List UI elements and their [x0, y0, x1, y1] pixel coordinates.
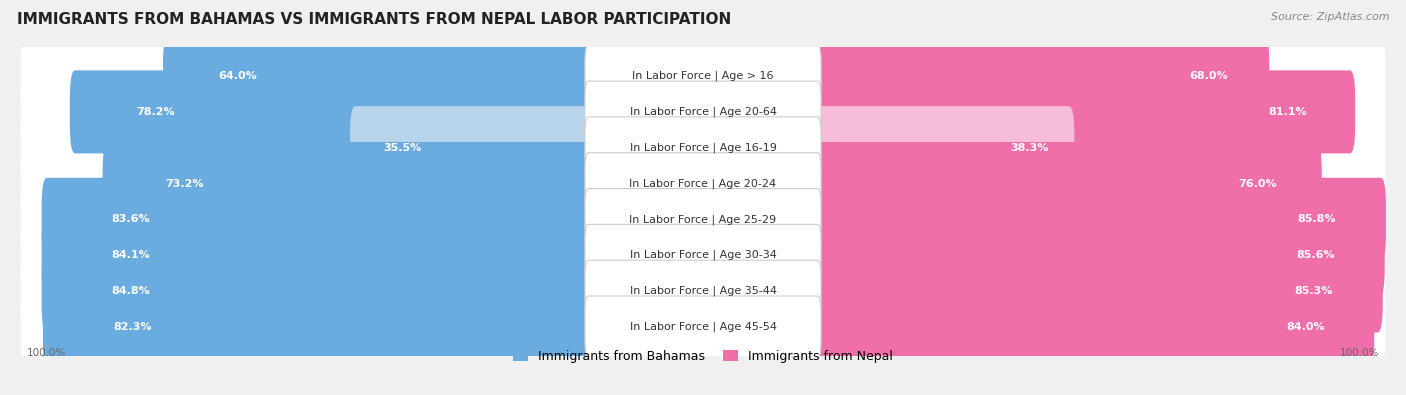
FancyBboxPatch shape — [42, 178, 593, 261]
FancyBboxPatch shape — [21, 79, 1385, 145]
FancyBboxPatch shape — [585, 81, 821, 143]
FancyBboxPatch shape — [21, 293, 1385, 360]
Text: 81.1%: 81.1% — [1268, 107, 1308, 117]
Text: 85.8%: 85.8% — [1298, 214, 1336, 224]
FancyBboxPatch shape — [813, 70, 1355, 153]
FancyBboxPatch shape — [21, 222, 1385, 288]
Text: Source: ZipAtlas.com: Source: ZipAtlas.com — [1271, 12, 1389, 22]
FancyBboxPatch shape — [42, 250, 593, 333]
Legend: Immigrants from Bahamas, Immigrants from Nepal: Immigrants from Bahamas, Immigrants from… — [508, 345, 898, 368]
Text: 100.0%: 100.0% — [27, 348, 66, 357]
FancyBboxPatch shape — [163, 34, 593, 118]
Text: In Labor Force | Age 30-34: In Labor Force | Age 30-34 — [630, 250, 776, 260]
FancyBboxPatch shape — [585, 260, 821, 322]
FancyBboxPatch shape — [813, 142, 1322, 225]
Text: In Labor Force | Age 20-64: In Labor Force | Age 20-64 — [630, 107, 776, 117]
FancyBboxPatch shape — [813, 285, 1374, 369]
Text: 35.5%: 35.5% — [384, 143, 422, 153]
FancyBboxPatch shape — [813, 250, 1382, 333]
Text: 82.3%: 82.3% — [112, 322, 152, 332]
Text: In Labor Force | Age > 16: In Labor Force | Age > 16 — [633, 71, 773, 81]
FancyBboxPatch shape — [813, 106, 1074, 189]
Text: 84.0%: 84.0% — [1286, 322, 1324, 332]
FancyBboxPatch shape — [813, 34, 1270, 118]
Text: 100.0%: 100.0% — [1340, 348, 1379, 357]
Text: 84.8%: 84.8% — [112, 286, 150, 296]
FancyBboxPatch shape — [585, 117, 821, 179]
Text: 76.0%: 76.0% — [1237, 179, 1277, 188]
FancyBboxPatch shape — [21, 115, 1385, 181]
Text: 38.3%: 38.3% — [1011, 143, 1049, 153]
Text: 64.0%: 64.0% — [219, 71, 257, 81]
Text: In Labor Force | Age 45-54: In Labor Force | Age 45-54 — [630, 322, 776, 332]
FancyBboxPatch shape — [585, 45, 821, 107]
Text: 83.6%: 83.6% — [112, 214, 150, 224]
FancyBboxPatch shape — [585, 188, 821, 250]
FancyBboxPatch shape — [103, 142, 593, 225]
Text: 84.1%: 84.1% — [112, 250, 150, 260]
Text: 73.2%: 73.2% — [166, 179, 204, 188]
FancyBboxPatch shape — [21, 43, 1385, 109]
Text: In Labor Force | Age 20-24: In Labor Force | Age 20-24 — [630, 178, 776, 189]
FancyBboxPatch shape — [21, 150, 1385, 217]
FancyBboxPatch shape — [585, 224, 821, 286]
FancyBboxPatch shape — [585, 296, 821, 357]
FancyBboxPatch shape — [44, 285, 593, 369]
FancyBboxPatch shape — [21, 258, 1385, 324]
FancyBboxPatch shape — [70, 70, 593, 153]
FancyBboxPatch shape — [21, 186, 1385, 253]
FancyBboxPatch shape — [813, 214, 1385, 297]
Text: In Labor Force | Age 35-44: In Labor Force | Age 35-44 — [630, 286, 776, 296]
FancyBboxPatch shape — [350, 106, 593, 189]
Text: 85.3%: 85.3% — [1295, 286, 1333, 296]
Text: IMMIGRANTS FROM BAHAMAS VS IMMIGRANTS FROM NEPAL LABOR PARTICIPATION: IMMIGRANTS FROM BAHAMAS VS IMMIGRANTS FR… — [17, 12, 731, 27]
Text: In Labor Force | Age 25-29: In Labor Force | Age 25-29 — [630, 214, 776, 225]
FancyBboxPatch shape — [813, 178, 1386, 261]
Text: 68.0%: 68.0% — [1189, 71, 1229, 81]
Text: 78.2%: 78.2% — [136, 107, 176, 117]
FancyBboxPatch shape — [585, 153, 821, 214]
FancyBboxPatch shape — [42, 214, 593, 297]
Text: In Labor Force | Age 16-19: In Labor Force | Age 16-19 — [630, 143, 776, 153]
Text: 85.6%: 85.6% — [1296, 250, 1334, 260]
